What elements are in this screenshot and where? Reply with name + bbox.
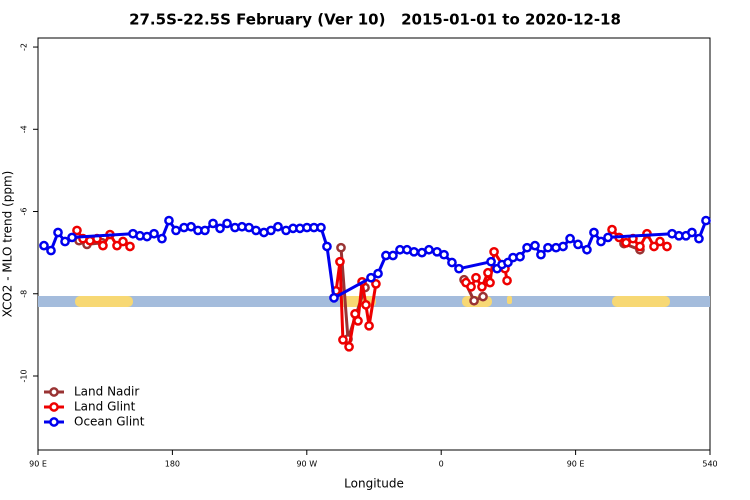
data-point — [558, 241, 568, 252]
data-point — [522, 242, 532, 253]
data-point — [655, 236, 665, 247]
legend-swatch-marker — [49, 417, 59, 427]
data-point — [687, 227, 697, 238]
data-point — [573, 239, 583, 250]
data-point — [543, 242, 553, 253]
data-point — [361, 300, 371, 310]
data-point — [353, 316, 363, 326]
legend-swatch-marker — [49, 402, 59, 412]
data-point — [118, 236, 128, 247]
data-point — [149, 228, 159, 239]
data-point — [662, 241, 672, 252]
data-point — [515, 251, 525, 262]
data-point — [701, 215, 711, 226]
data-point — [186, 221, 196, 232]
land-patch — [75, 296, 133, 307]
data-point — [72, 225, 82, 236]
data-point — [477, 281, 487, 292]
data-point — [366, 272, 376, 283]
data-point — [485, 277, 495, 288]
data-point — [409, 246, 419, 257]
data-point — [471, 272, 481, 283]
data-point — [649, 241, 659, 252]
data-point — [222, 218, 232, 229]
legend-swatch-marker — [49, 387, 59, 397]
x-tick-label: 540 — [702, 460, 717, 469]
data-point — [388, 250, 398, 261]
data-point — [322, 241, 332, 252]
x-tick-label: 180 — [165, 460, 180, 469]
data-point — [53, 227, 63, 238]
data-point — [273, 221, 283, 232]
data-point — [536, 249, 546, 260]
data-point — [596, 236, 606, 247]
data-point — [316, 222, 326, 233]
legend-label: Land Nadir — [74, 385, 139, 399]
legend-label: Ocean Glint — [74, 415, 145, 429]
x-axis-label: Longitude — [344, 477, 404, 491]
data-point — [60, 236, 70, 247]
data-point — [635, 241, 645, 252]
legend-label: Land Glint — [74, 400, 136, 414]
x-tick-label: 0 — [439, 460, 444, 469]
plot-frame — [37, 37, 711, 451]
data-point — [502, 275, 512, 286]
data-point — [200, 225, 210, 236]
data-point — [98, 240, 108, 251]
data-point — [486, 256, 496, 267]
data-point — [208, 218, 218, 229]
data-point — [582, 244, 592, 255]
data-point — [565, 233, 575, 244]
y-axis-label: XCO2 - MLO trend (ppm) — [1, 171, 15, 318]
data-point — [466, 281, 476, 292]
data-point — [589, 227, 599, 238]
data-point — [439, 249, 449, 260]
data-point — [266, 225, 276, 236]
y-tick-label: -10 — [20, 369, 29, 382]
data-point — [530, 240, 540, 251]
data-point — [46, 245, 56, 256]
data-point — [157, 233, 167, 244]
data-point — [364, 320, 374, 331]
data-point — [39, 240, 49, 251]
data-point — [335, 256, 345, 267]
chart-title: 27.5S-22.5S February (Ver 10) 2015-01-01… — [129, 11, 621, 29]
data-point — [125, 241, 135, 252]
data-point — [164, 215, 174, 226]
data-point — [447, 257, 457, 268]
data-point — [478, 291, 488, 302]
data-point — [344, 341, 354, 352]
x-tick-label: 90 E — [29, 460, 47, 469]
y-tick-label: -6 — [20, 208, 29, 216]
data-point — [336, 242, 346, 253]
data-point — [373, 268, 383, 279]
x-tick-label: 90 E — [567, 460, 585, 469]
data-point — [489, 246, 499, 257]
land-patch — [612, 296, 670, 307]
data-point — [338, 334, 348, 345]
y-tick-label: -8 — [20, 290, 29, 298]
data-point — [621, 237, 631, 248]
y-tick-label: -2 — [20, 43, 29, 51]
x-tick-label: 90 W — [296, 460, 317, 469]
data-point — [424, 244, 434, 255]
data-point — [483, 267, 493, 278]
y-tick-label: -4 — [20, 125, 29, 133]
data-point — [67, 232, 77, 243]
data-point — [603, 232, 613, 243]
data-point — [607, 224, 617, 235]
data-point — [371, 279, 381, 289]
data-point — [694, 233, 704, 244]
data-point — [469, 295, 479, 306]
data-point — [215, 223, 225, 234]
data-point — [329, 293, 339, 303]
data-point — [171, 225, 181, 236]
data-point — [251, 225, 261, 236]
land-patch — [507, 296, 512, 304]
data-point — [454, 263, 464, 274]
